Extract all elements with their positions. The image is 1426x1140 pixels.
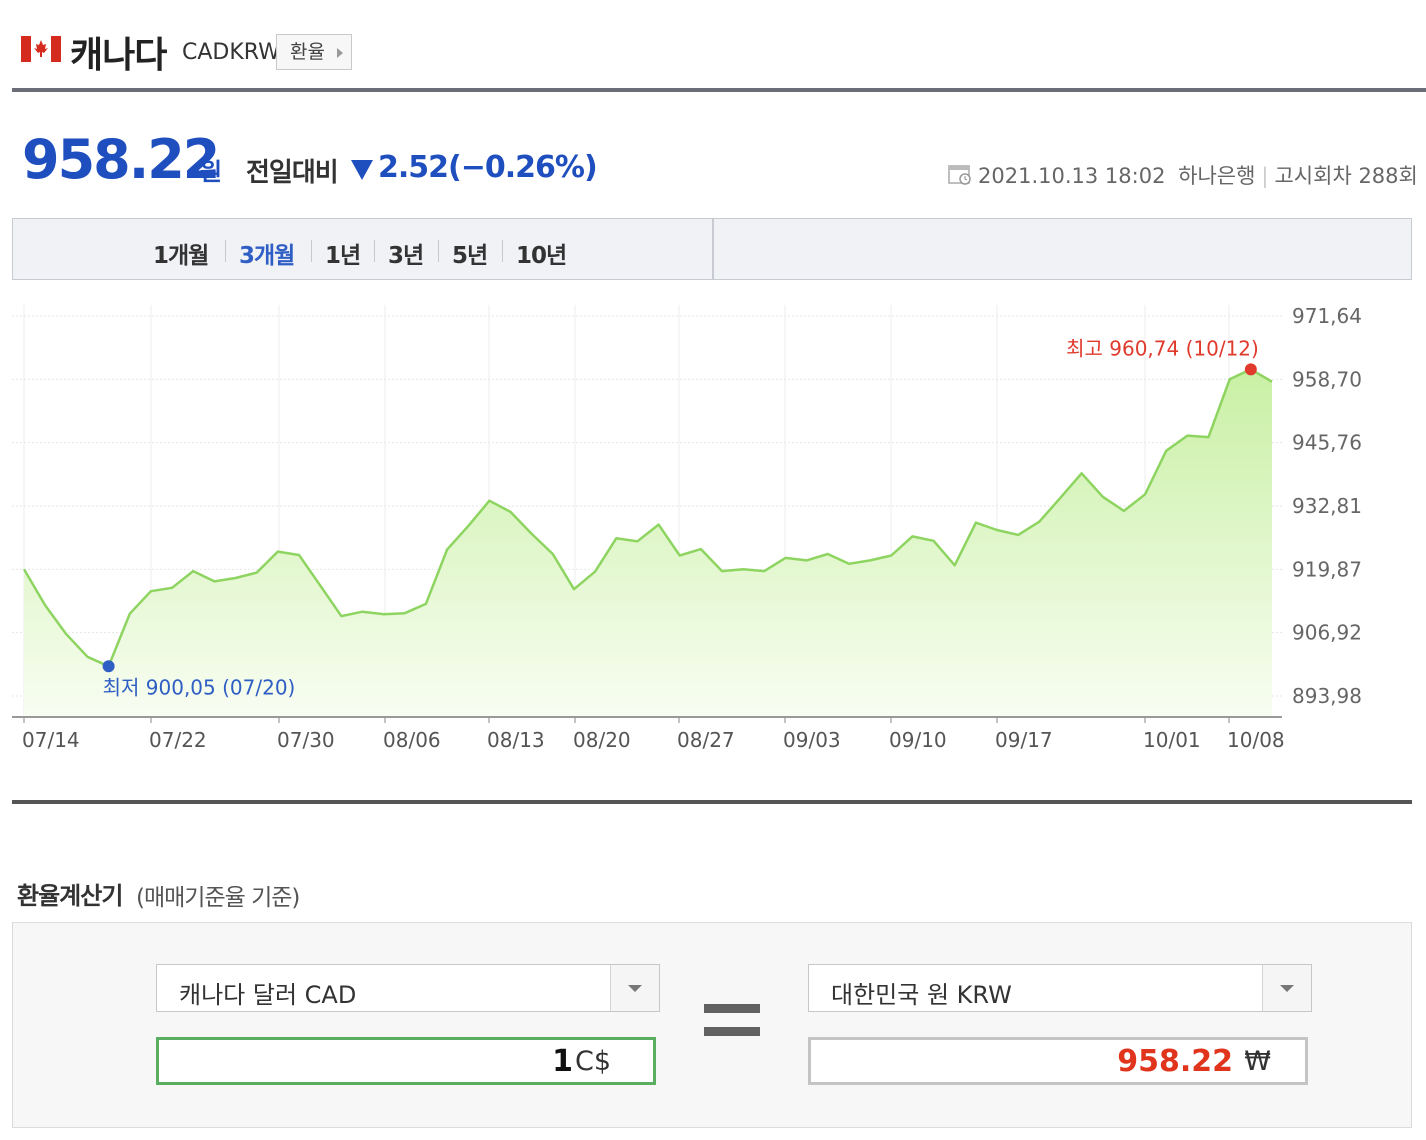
x-tick-label: 07/14 xyxy=(22,728,80,752)
x-tick-label: 07/30 xyxy=(277,728,335,752)
x-tick-label: 07/22 xyxy=(149,728,207,752)
y-tick-label: 932,81 xyxy=(1292,494,1362,518)
series-line xyxy=(22,368,1273,668)
dropdown-button[interactable] xyxy=(1262,965,1311,1011)
x-tick-label: 09/03 xyxy=(783,728,841,752)
tab-5-years[interactable]: 5년 xyxy=(452,243,488,269)
rate-unit: 원 xyxy=(200,158,223,186)
to-currency-label: 대한민국 원 KRW xyxy=(831,981,1012,1009)
tab-3-years[interactable]: 3년 xyxy=(388,243,424,269)
y-tick-label: 945,76 xyxy=(1292,431,1362,455)
y-tick-label: 919,87 xyxy=(1292,557,1362,581)
tab-separator xyxy=(225,240,226,262)
y-tick-label: 958,70 xyxy=(1292,367,1362,391)
dropdown-button[interactable] xyxy=(610,965,659,1011)
compare-label: 전일대비 xyxy=(246,158,339,188)
from-amount-input[interactable]: 1 C$ xyxy=(156,1037,656,1085)
chart-bottom-divider xyxy=(12,800,1412,804)
x-tick-label: 10/01 xyxy=(1143,728,1201,752)
rate-change: 2.52(−0.26%) xyxy=(378,150,598,185)
country-name: 캐나다 xyxy=(70,35,167,76)
tab-bar-divider xyxy=(712,218,714,280)
x-tick-label: 08/20 xyxy=(573,728,631,752)
series-area xyxy=(24,369,1272,717)
from-currency-label: 캐나다 달러 CAD xyxy=(179,981,357,1009)
tab-separator xyxy=(311,240,312,262)
tab-separator xyxy=(374,240,375,262)
x-tick-label: 09/10 xyxy=(889,728,947,752)
calendar-icon xyxy=(948,165,971,185)
exchange-rate-button-label: 환율 xyxy=(290,41,325,63)
tab-10-years[interactable]: 10년 xyxy=(516,243,567,269)
rate-datetime: 2021.10.13 18:02 xyxy=(978,164,1166,188)
y-tick-label: 893,98 xyxy=(1292,684,1362,708)
y-tick-label: 906,92 xyxy=(1292,621,1362,645)
tab-3-months[interactable]: 3개월 xyxy=(239,243,295,269)
to-amount-output: 958.22 ₩ xyxy=(808,1037,1308,1085)
from-currency-select[interactable]: 캐나다 달러 CAD xyxy=(156,964,660,1012)
calculator-subtitle: (매매기준율 기준) xyxy=(136,885,300,911)
x-tick-label: 08/13 xyxy=(487,728,545,752)
rate-meta: 2021.10.13 18:02 하나은행 | 고시회차 288회 xyxy=(978,160,1418,190)
tab-separator xyxy=(438,240,439,262)
to-currency-select[interactable]: 대한민국 원 KRW xyxy=(808,964,1312,1012)
low-annotation: 최저 900,05 (07/20) xyxy=(103,675,296,699)
rate-chart: 971,64 958,70 945,76 932,81 919,87 906,92 893,… xyxy=(12,304,1362,752)
high-annotation: 최고 960,74 (10/12) xyxy=(1066,336,1259,360)
x-tick-label: 09/17 xyxy=(995,728,1053,752)
high-marker xyxy=(1244,363,1257,376)
header-divider xyxy=(12,88,1426,92)
chevron-down-icon xyxy=(628,985,642,992)
equals-icon xyxy=(704,1004,760,1038)
calculator-title: 환율계산기 xyxy=(17,882,123,910)
x-tick-label: 10/08 xyxy=(1227,728,1285,752)
exchange-rate-button[interactable]: 환율 xyxy=(276,34,352,70)
chevron-down-icon xyxy=(1280,985,1294,992)
from-currency-symbol: C$ xyxy=(574,1046,611,1077)
to-amount-value: 958.22 xyxy=(1117,1044,1233,1079)
currency-code: CADKRW xyxy=(182,40,280,65)
canada-flag-icon xyxy=(21,36,61,62)
current-rate: 958.22 xyxy=(22,128,220,191)
y-tick-label: 971,64 xyxy=(1292,304,1362,328)
down-triangle-icon xyxy=(351,160,373,180)
rate-notice: 고시회차 288회 xyxy=(1274,164,1418,188)
low-marker xyxy=(102,660,115,673)
rate-bank: 하나은행 xyxy=(1178,164,1256,188)
chevron-right-icon xyxy=(337,48,343,58)
meta-separator: | xyxy=(1261,164,1269,188)
tab-separator xyxy=(502,240,503,262)
x-tick-label: 08/27 xyxy=(677,728,735,752)
x-tick-label: 08/06 xyxy=(383,728,441,752)
calculator-panel xyxy=(12,922,1412,1128)
from-amount-value: 1 xyxy=(552,1044,573,1079)
to-currency-symbol: ₩ xyxy=(1244,1046,1271,1077)
tab-1-year[interactable]: 1년 xyxy=(325,243,361,269)
tab-1-month[interactable]: 1개월 xyxy=(153,243,209,269)
